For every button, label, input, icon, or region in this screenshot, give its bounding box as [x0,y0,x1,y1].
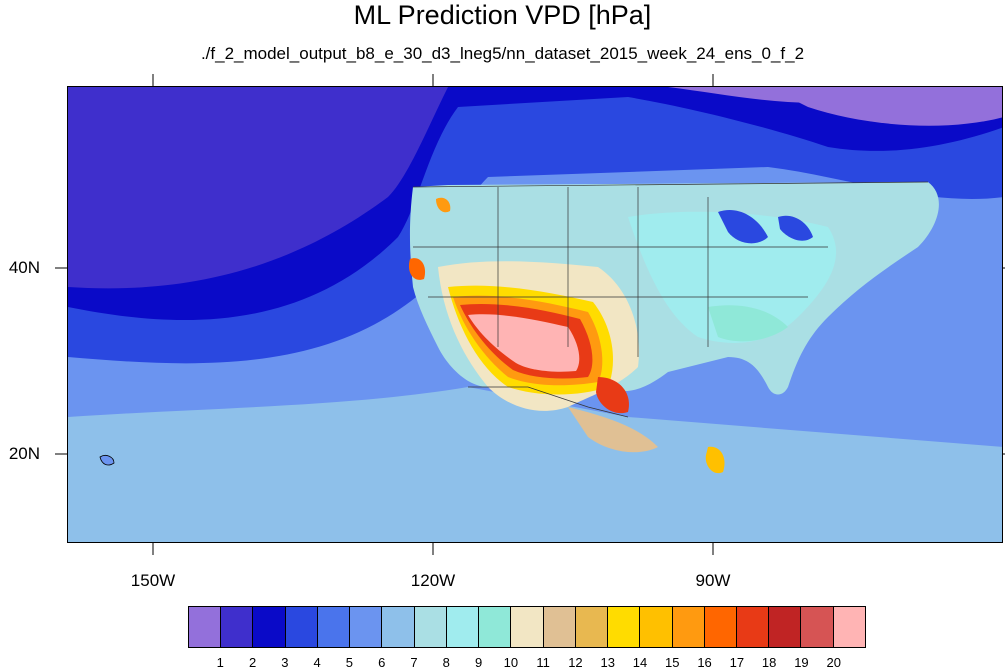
vpd-map-canvas [68,87,1002,542]
mexico-tan [568,407,658,453]
colorbar-label: 13 [600,655,615,670]
colorbar-label: 11 [536,655,550,670]
hawaii-island [99,455,115,466]
colorbar-swatch [382,607,415,647]
colorbar-swatch [640,607,673,647]
mexico-arid-2 [705,446,725,474]
great-lakes [718,209,768,244]
colorbar-swatch [575,607,609,647]
arid-pink-core [468,314,580,372]
colorbar-label: 3 [281,655,289,670]
colorbar-label: 14 [632,655,648,670]
colorbar [188,606,866,648]
colorbar-label: 19 [794,655,809,670]
mexico-arid-1 [596,377,629,414]
ocean-pale-zone [68,387,1002,542]
colorbar-swatch [672,607,705,647]
colorbar-label: 8 [442,655,450,670]
border-us-canada [412,181,929,188]
plot-subtitle: ./f_2_model_output_b8_e_30_d3_lneg5/nn_d… [200,44,805,63]
colorbar-swatch [736,607,770,647]
colorbar-swatch [479,607,512,647]
lat-label-40n: 40N [8,258,40,277]
colorbar-swatch [446,607,480,647]
colorbar-label: 9 [474,655,483,670]
border-us-mexico [468,386,629,418]
land-mint-zone [708,305,788,342]
colorbar-swatch [350,607,383,647]
vpd-map [67,86,1003,543]
northeast-purple-patch-2 [768,87,1002,126]
colorbar-swatch [801,607,834,647]
colorbar-swatch [608,607,641,647]
pnw-hotspot [436,197,451,213]
colorbar-label: 2 [248,655,257,670]
colorbar-label: 20 [826,655,841,670]
lon-label-150w: 150W [130,571,176,590]
lat-label-20n: 20N [8,444,40,463]
colorbar-label: 7 [410,655,418,670]
colorbar-label: 4 [313,655,321,670]
nevada-hotspot [408,258,426,280]
colorbar-label: 16 [697,655,712,670]
colorbar-label: 5 [345,655,354,670]
colorbar-label: 12 [568,655,583,670]
colorbar-swatch [253,607,286,647]
colorbar-label: 17 [729,655,745,670]
colorbar-swatch [189,607,222,647]
land-cyan-zone [628,211,837,343]
colorbar-swatch [285,607,318,647]
colorbar-swatch [317,607,351,647]
colorbar-swatch [414,607,447,647]
lon-label-120w: 120W [410,571,456,590]
colorbar-swatch [833,607,865,647]
colorbar-label: 15 [665,655,680,670]
lon-label-90w: 90W [695,571,731,590]
colorbar-label: 1 [216,655,224,670]
colorbar-swatch [704,607,737,647]
colorbar-label: 18 [761,655,777,670]
colorbar-swatch [543,607,576,647]
great-lakes-2 [778,215,813,241]
colorbar-swatch [511,607,544,647]
political-borders [412,181,929,418]
colorbar-label: 10 [503,655,519,670]
plot-title: ML Prediction VPD [hPa] [353,0,652,30]
colorbar-swatch [769,607,802,647]
colorbar-label: 6 [378,655,386,670]
colorbar-swatch [221,607,254,647]
